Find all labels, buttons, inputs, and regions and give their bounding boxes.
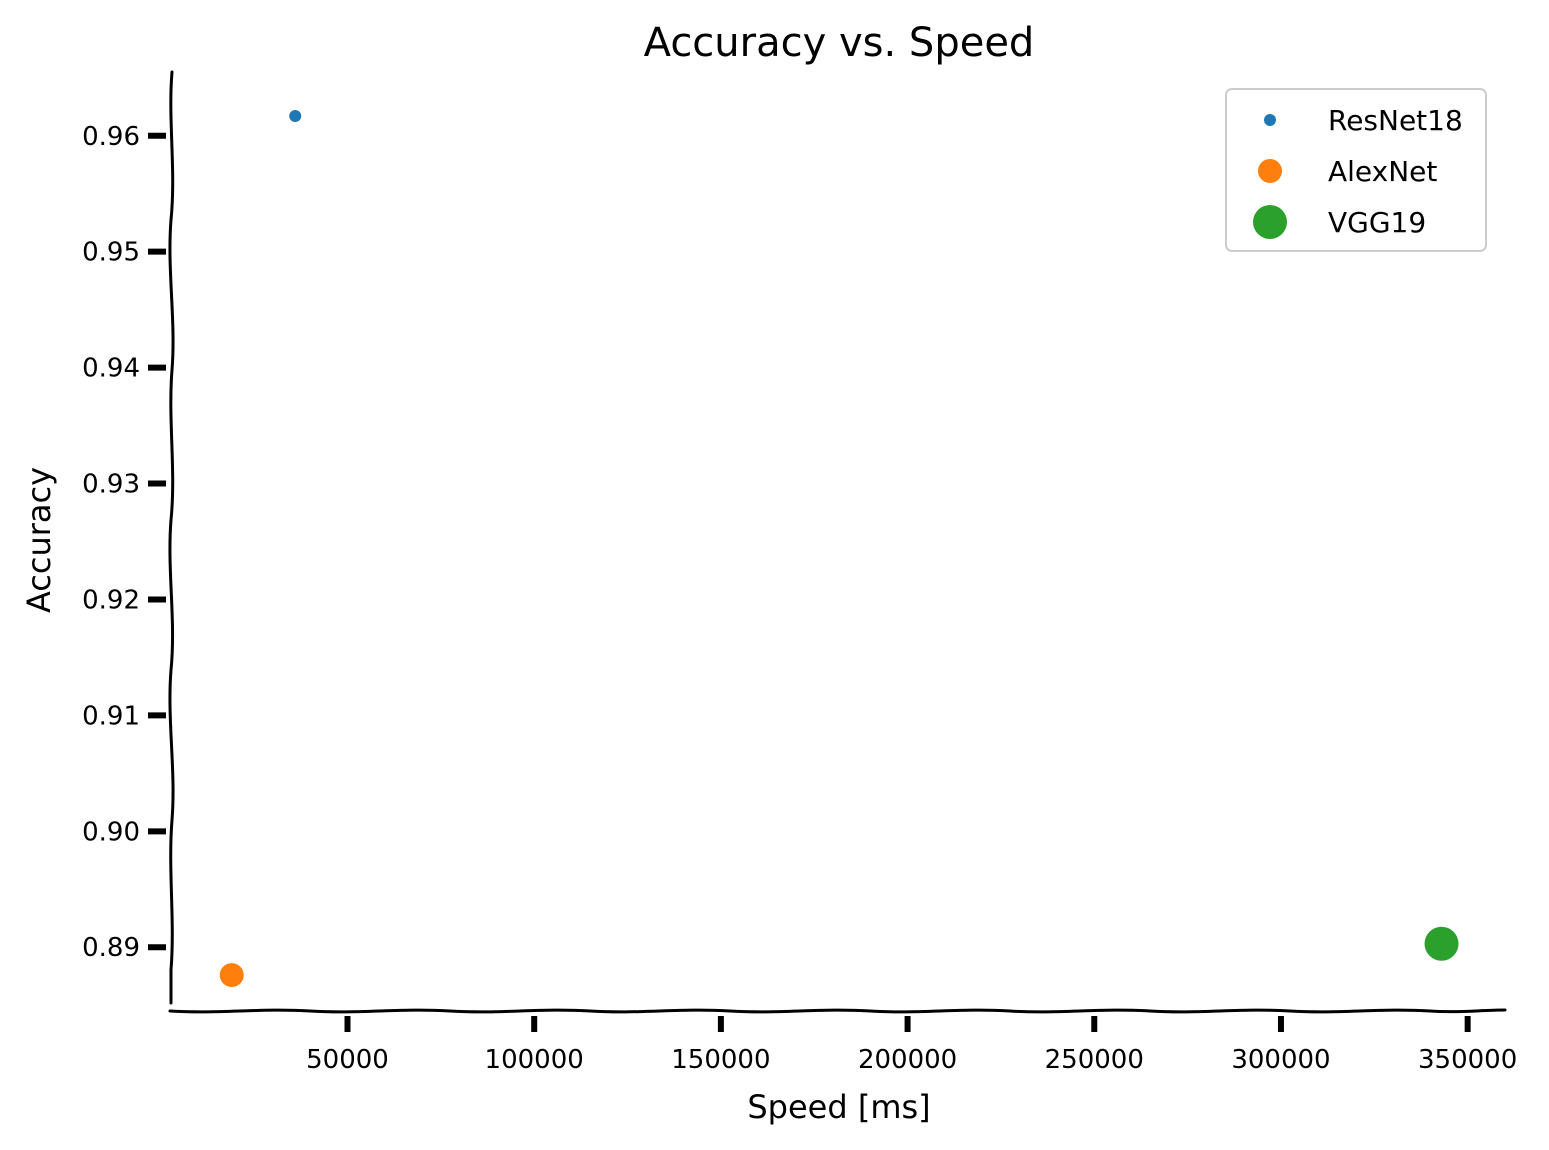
legend: ResNet18 AlexNet VGG19 <box>1225 88 1487 252</box>
legend-marker-vgg19 <box>1253 205 1287 239</box>
x-tick-label: 300000 <box>1231 1045 1330 1075</box>
y-axis-ticks: 0.89 0.90 0.91 0.92 0.93 0.94 0.95 0.96 <box>82 122 166 963</box>
y-tick-label: 0.91 <box>82 701 140 731</box>
data-points <box>219 110 1459 988</box>
x-axis-label: Speed [ms] <box>747 1088 930 1126</box>
data-point-vgg19 <box>1424 926 1459 961</box>
legend-marker-alexnet <box>1258 159 1282 183</box>
y-tick-label: 0.96 <box>82 122 140 152</box>
x-tick-label: 250000 <box>1045 1045 1144 1075</box>
y-tick-label: 0.89 <box>82 933 140 963</box>
x-tick-label: 50000 <box>306 1045 389 1075</box>
x-tick-label: 200000 <box>858 1045 957 1075</box>
legend-label-alexnet: AlexNet <box>1328 155 1437 188</box>
legend-label-resnet18: ResNet18 <box>1328 104 1463 137</box>
chart-title: Accuracy vs. Speed <box>644 20 1035 66</box>
y-axis-spine <box>168 70 175 1005</box>
data-point-resnet18 <box>289 110 302 123</box>
data-point-alexnet <box>219 963 244 988</box>
y-tick-label: 0.94 <box>82 354 140 384</box>
y-axis-label: Accuracy <box>20 467 58 613</box>
x-axis-spine <box>168 1008 1507 1014</box>
y-tick-label: 0.90 <box>82 817 140 847</box>
legend-frame <box>1225 88 1487 252</box>
legend-marker-resnet18 <box>1264 114 1276 126</box>
x-tick-label: 350000 <box>1418 1045 1517 1075</box>
x-tick-label: 100000 <box>485 1045 584 1075</box>
x-axis-ticks: 50000 100000 150000 200000 250000 300000 35000… <box>306 1016 1517 1075</box>
x-tick-label: 150000 <box>671 1045 770 1075</box>
y-tick-label: 0.92 <box>82 585 140 615</box>
y-tick-label: 0.93 <box>82 470 140 500</box>
legend-label-vgg19: VGG19 <box>1328 206 1426 239</box>
y-tick-label: 0.95 <box>82 238 140 268</box>
